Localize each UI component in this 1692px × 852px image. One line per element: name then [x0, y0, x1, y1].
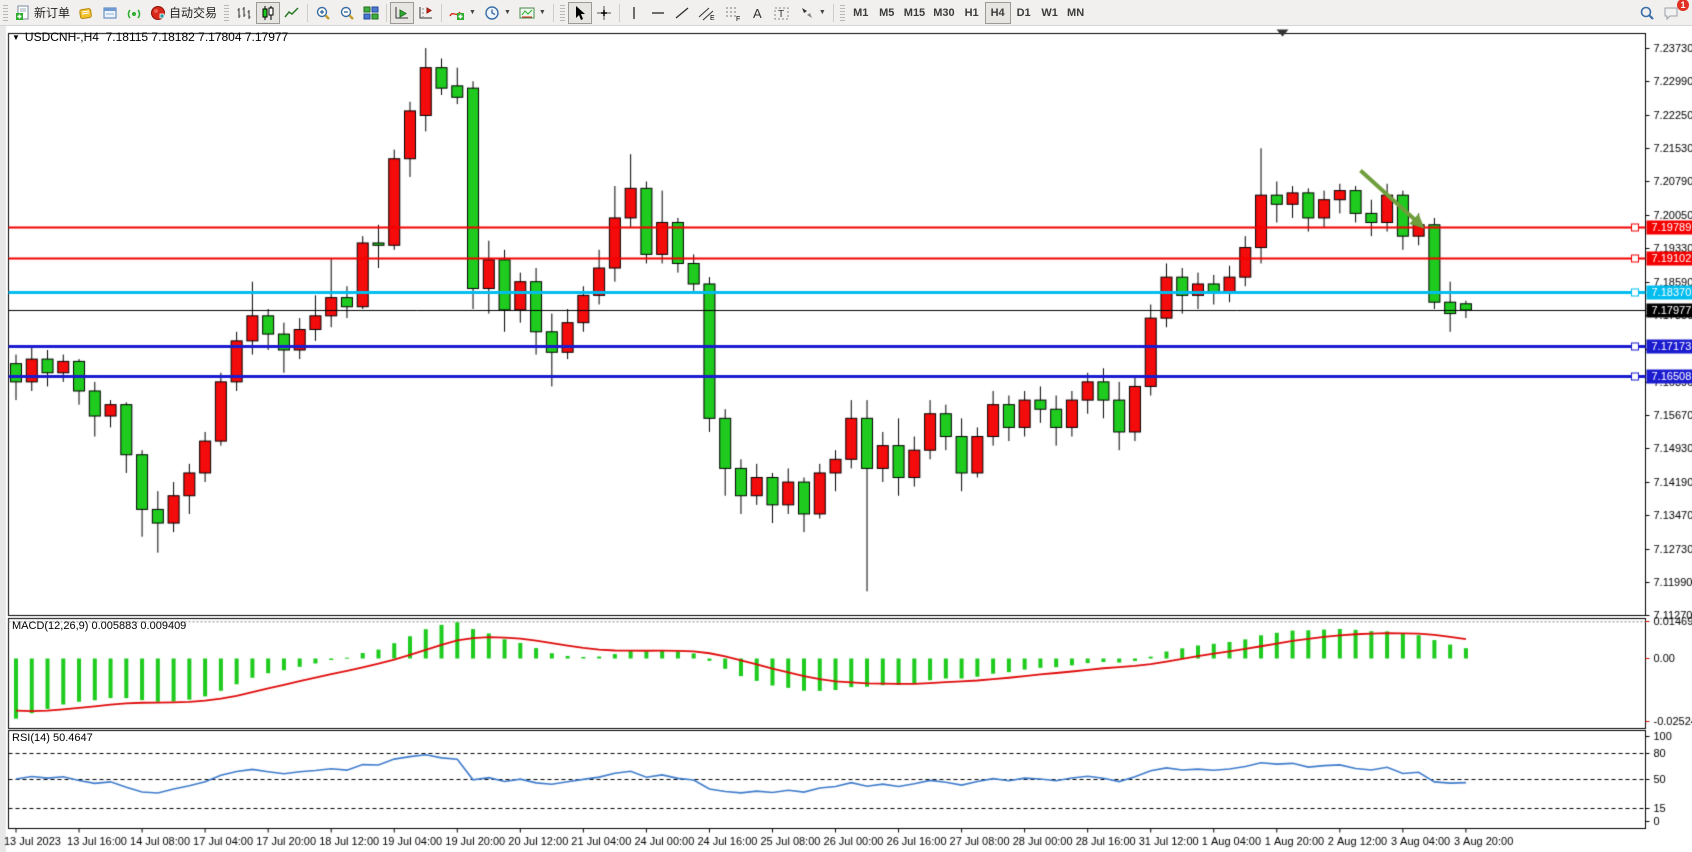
timeframe-m30-button[interactable]: M30	[929, 2, 958, 24]
timeframe-d1-button[interactable]: D1	[1011, 2, 1037, 24]
trendline-button[interactable]	[670, 2, 694, 24]
fibonacci-button[interactable]: F	[720, 2, 746, 24]
new-order-button[interactable]: 新订单	[11, 2, 74, 24]
chart-shift-button[interactable]	[414, 2, 438, 24]
svg-text:A: A	[753, 6, 762, 21]
crosshair-button[interactable]	[592, 2, 616, 24]
market-watch-icon	[79, 7, 92, 19]
data-window-icon	[103, 7, 117, 18]
signals-button[interactable]	[122, 2, 146, 24]
autoscroll-icon	[395, 6, 409, 18]
line-chart-icon	[284, 6, 299, 17]
text-label-button[interactable]: T	[769, 2, 795, 24]
arrows-shapes-button[interactable]: ▼	[795, 2, 830, 24]
timeframe-m15-button[interactable]: M15	[900, 2, 929, 24]
data-window-button[interactable]	[98, 2, 122, 24]
toolbar-separator	[552, 3, 554, 22]
new-order-label: 新订单	[34, 6, 71, 20]
ohlc-readout: 7.18115 7.18182 7.17804 7.17977	[105, 30, 289, 44]
indicators-icon	[449, 11, 465, 20]
timeframe-m5-button[interactable]: M5	[874, 2, 900, 24]
zoom-out-icon	[340, 6, 354, 20]
line-chart-button[interactable]	[280, 2, 304, 24]
text-label-icon: T	[774, 7, 789, 20]
vertical-line-button[interactable]	[623, 2, 646, 24]
toolbar-separator	[832, 3, 834, 22]
indicators-dropdown-caret[interactable]: ▼	[469, 9, 476, 16]
templates-button[interactable]: ▼	[515, 2, 550, 24]
toolbar-grip[interactable]	[839, 4, 845, 21]
chart-title: ▼ USDCNH-,H4 7.18115 7.18182 7.17804 7.17…	[12, 30, 288, 44]
toolbar-separator	[618, 3, 620, 22]
tile-windows-icon	[363, 6, 379, 19]
bar-chart-button[interactable]	[232, 2, 256, 24]
svg-text:E: E	[710, 15, 715, 21]
chart-window: ▼ USDCNH-,H4 7.18115 7.18182 7.17804 7.17…	[0, 26, 1692, 852]
horizontal-line-button[interactable]	[646, 2, 670, 24]
autotrading-button[interactable]: 自动交易	[146, 2, 221, 24]
svg-text:F: F	[736, 16, 740, 21]
new-order-icon	[16, 5, 29, 20]
toolbar-separator	[441, 3, 443, 22]
trendline-icon	[675, 6, 689, 19]
periods-clock-icon	[485, 5, 499, 20]
arrows-dropdown-caret[interactable]: ▼	[818, 9, 826, 16]
text-a-icon: A	[753, 6, 762, 21]
timeframe-h4-button[interactable]: H4	[984, 1, 1011, 24]
search-icon	[1640, 6, 1654, 20]
periods-dropdown-caret[interactable]: ▼	[503, 9, 511, 16]
bar-chart-icon	[237, 6, 251, 19]
svg-text:T: T	[778, 9, 784, 20]
equidistant-channel-icon: E	[698, 7, 715, 21]
toolbar-separator	[386, 3, 388, 22]
cursor-arrow-icon	[575, 5, 585, 20]
candlestick-chart-button[interactable]	[256, 1, 281, 24]
toolbar-separator	[307, 3, 309, 22]
zoom-out-button[interactable]	[335, 2, 359, 24]
horizontal-line-icon	[651, 11, 664, 14]
timeframe-m1-button[interactable]: M1	[848, 2, 874, 24]
indicators-button[interactable]: ▼	[445, 2, 480, 24]
vertical-line-icon	[633, 6, 636, 19]
equidistant-channel-button[interactable]: E	[694, 2, 720, 24]
periods-button[interactable]: ▼	[480, 2, 515, 24]
arrows-shapes-icon	[801, 7, 812, 18]
autotrading-icon	[151, 5, 166, 20]
candlestick-chart-icon	[262, 5, 274, 20]
text-button[interactable]: A	[746, 2, 769, 24]
chat-bubble-icon	[1664, 7, 1678, 20]
templates-dropdown-caret[interactable]: ▼	[538, 9, 546, 16]
signals-icon	[127, 9, 141, 18]
tile-windows-button[interactable]	[359, 2, 383, 24]
timeframe-mn-button[interactable]: MN	[1063, 2, 1089, 24]
toolbar-grip[interactable]	[559, 4, 565, 21]
timeframe-h1-button[interactable]: H1	[959, 2, 985, 24]
main-toolbar: 新订单 自动交易	[0, 0, 1692, 26]
symbol-period-label: USDCNH-,H4	[24, 30, 99, 44]
autotrading-label: 自动交易	[169, 6, 218, 20]
market-watch-button[interactable]	[74, 2, 98, 24]
zoom-in-button[interactable]	[311, 2, 335, 24]
one-click-trading-toggle-icon[interactable]: ▼	[12, 33, 20, 42]
chart-shift-icon	[419, 6, 433, 18]
search-button[interactable]	[1635, 2, 1659, 24]
autoscroll-button[interactable]	[390, 1, 415, 24]
cursor-button[interactable]	[567, 1, 592, 24]
toolbar-grip[interactable]	[3, 4, 8, 21]
chart-canvas[interactable]	[0, 26, 1692, 852]
zoom-in-icon	[316, 6, 330, 20]
templates-icon	[519, 7, 535, 18]
notifications-button[interactable]: 1	[1659, 0, 1689, 24]
rsi-indicator-label: RSI(14) 50.4647	[12, 732, 93, 744]
notification-badge: 1	[1677, 0, 1689, 11]
macd-indicator-label: MACD(12,26,9) 0.005883 0.009409	[12, 620, 187, 632]
crosshair-icon	[596, 5, 611, 20]
timeframe-w1-button[interactable]: W1	[1037, 2, 1063, 24]
fibonacci-icon: F	[725, 7, 740, 21]
toolbar-grip[interactable]	[224, 4, 230, 21]
